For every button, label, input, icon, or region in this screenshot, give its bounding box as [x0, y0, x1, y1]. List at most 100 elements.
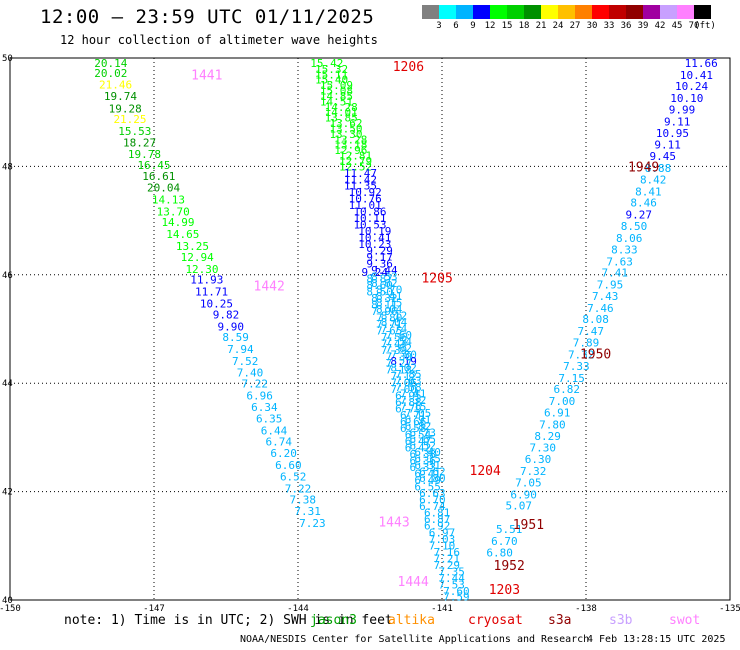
legend-swatch	[626, 5, 643, 19]
swh-value-label: 14.51	[320, 95, 353, 108]
swh-value-label: 7.22	[285, 482, 312, 495]
swh-value-label: 11.47	[344, 167, 377, 180]
swh-value-label: 8.32	[371, 292, 398, 305]
pass-time-label: 1443	[378, 515, 409, 530]
legend-tick-label: 21	[535, 21, 547, 31]
swh-value-label: 7.89	[573, 337, 600, 350]
swh-value-label: 8.19	[390, 355, 417, 368]
swh-value-label: 13.28	[334, 133, 367, 146]
swh-value-label: 7.53	[438, 578, 465, 591]
swh-value-label: 11.71	[195, 286, 228, 299]
swh-value-label: 6.52	[280, 470, 307, 483]
swh-value-label: 6.65	[410, 433, 437, 446]
x-tick-label: -144	[287, 604, 309, 614]
swh-value-label: 20.14	[94, 57, 127, 70]
swh-value-label: 6.91	[405, 414, 432, 427]
swh-value-label: 9.27	[626, 209, 653, 222]
swh-value-label: 6.96	[246, 390, 273, 403]
swh-value-label: 8.11	[371, 299, 398, 312]
pass-time-label: 1949	[628, 160, 659, 175]
swh-value-label: 9.11	[654, 139, 681, 152]
swh-value-label: 10.95	[656, 127, 689, 140]
swh-value-label: 12.96	[334, 144, 367, 157]
swh-value-label: 7.05	[405, 407, 432, 420]
swh-value-label: 8.04	[381, 316, 408, 329]
swh-value-label: 9.36	[366, 257, 393, 270]
swh-value-label: 8.41	[635, 185, 662, 198]
credit-text: NOAA/NESDIS Center for Satellite Applica…	[240, 634, 590, 645]
x-tick-label: -138	[575, 604, 597, 614]
swh-value-label: 7.85	[395, 368, 422, 381]
plot-frame	[9, 57, 731, 601]
legend-swatch	[541, 5, 558, 19]
pass-time-label: 1444	[398, 575, 429, 590]
legend-tick-label: 70	[688, 21, 700, 31]
swh-value-label: 7.39	[381, 344, 408, 357]
swh-value-label: 8.08	[582, 313, 609, 326]
swh-value-label: 21.25	[113, 113, 146, 126]
swh-value-label: 13.18	[334, 139, 367, 152]
swh-value-label: 8.33	[611, 243, 638, 256]
legend-tick-label: 27	[569, 21, 581, 31]
legend-swatch	[524, 5, 541, 19]
legend-tick-label: 18	[518, 21, 530, 31]
swh-value-label: 16.61	[142, 170, 175, 183]
swh-value-label: 11.66	[685, 57, 718, 70]
swh-value-label: 6.58	[400, 422, 427, 435]
swh-value-label: 7.65	[376, 325, 403, 338]
swh-value-label: 20.04	[147, 182, 180, 195]
pass-time-label: 1951	[513, 518, 544, 533]
swh-value-label: 6.82	[554, 383, 581, 396]
swh-value-label: 15.42	[310, 57, 343, 70]
satellite-label-s3a: s3a	[548, 613, 572, 628]
swh-value-label: 8.12	[381, 309, 408, 322]
chart-subtitle: 12 hour collection of altimeter wave hei…	[60, 33, 378, 47]
swh-value-label: 7.18	[386, 364, 413, 377]
swh-value-label: 9.90	[218, 320, 245, 333]
swh-value-label: 12.30	[185, 263, 218, 276]
swh-value-label: 6.20	[270, 447, 297, 460]
swh-value-label: 6.33	[410, 461, 437, 474]
swh-value-label: 8.46	[630, 197, 657, 210]
legend-swatch	[660, 5, 677, 19]
swh-value-label: 10.41	[680, 69, 713, 82]
swh-value-label: 6.91	[544, 406, 571, 419]
swh-value-label: 8.50	[621, 220, 648, 233]
swh-value-label: 7.80	[539, 418, 566, 431]
swh-value-label: 9.45	[650, 150, 677, 163]
swh-value-label: 7.58	[395, 381, 422, 394]
swh-value-label: 7.74	[381, 322, 408, 335]
swh-value-label: 10.23	[358, 238, 391, 251]
swh-value-label: 6.47	[405, 435, 432, 448]
pass-time-label: 1204	[470, 464, 501, 479]
swh-value-label: 6.74	[266, 436, 293, 449]
legend-swatch	[473, 5, 490, 19]
swh-value-label: 8.70	[376, 283, 403, 296]
swh-value-label: 6.92	[424, 520, 451, 533]
satellite-label-swot: swot	[669, 613, 701, 628]
legend-swatch	[592, 5, 609, 19]
generation-timestamp: 4 Feb 13:28:15 UTC 2025	[587, 634, 726, 645]
swh-value-label: 7.05	[515, 476, 542, 489]
swh-value-label: 9.44	[371, 264, 398, 277]
swh-value-label: 7.38	[290, 494, 317, 507]
swh-value-label: 6.30	[525, 453, 552, 466]
legend-tick-label: 24	[552, 21, 564, 31]
legend-swatch	[694, 5, 711, 19]
swh-value-label: 8.04	[376, 303, 403, 316]
swh-value-label: 7.23	[299, 517, 326, 530]
swh-value-label: 7.32	[520, 465, 547, 478]
swh-value-label: 14.28	[325, 101, 358, 114]
swh-value-label: 6.60	[275, 459, 302, 472]
legend-swatch	[490, 5, 507, 19]
swh-value-label: 19.28	[109, 102, 142, 115]
y-tick-label: 44	[2, 379, 13, 389]
swh-value-label: 7.54	[386, 335, 413, 348]
legend-swatch	[558, 5, 575, 19]
swh-value-label: 9.99	[669, 103, 696, 116]
swh-value-label: 6.40	[414, 446, 441, 459]
swh-value-label: 8.50	[366, 286, 393, 299]
swh-value-label: 13.62	[329, 117, 362, 130]
swh-value-label: 8.87	[366, 273, 393, 286]
satellite-label-s3b: s3b	[609, 613, 633, 628]
